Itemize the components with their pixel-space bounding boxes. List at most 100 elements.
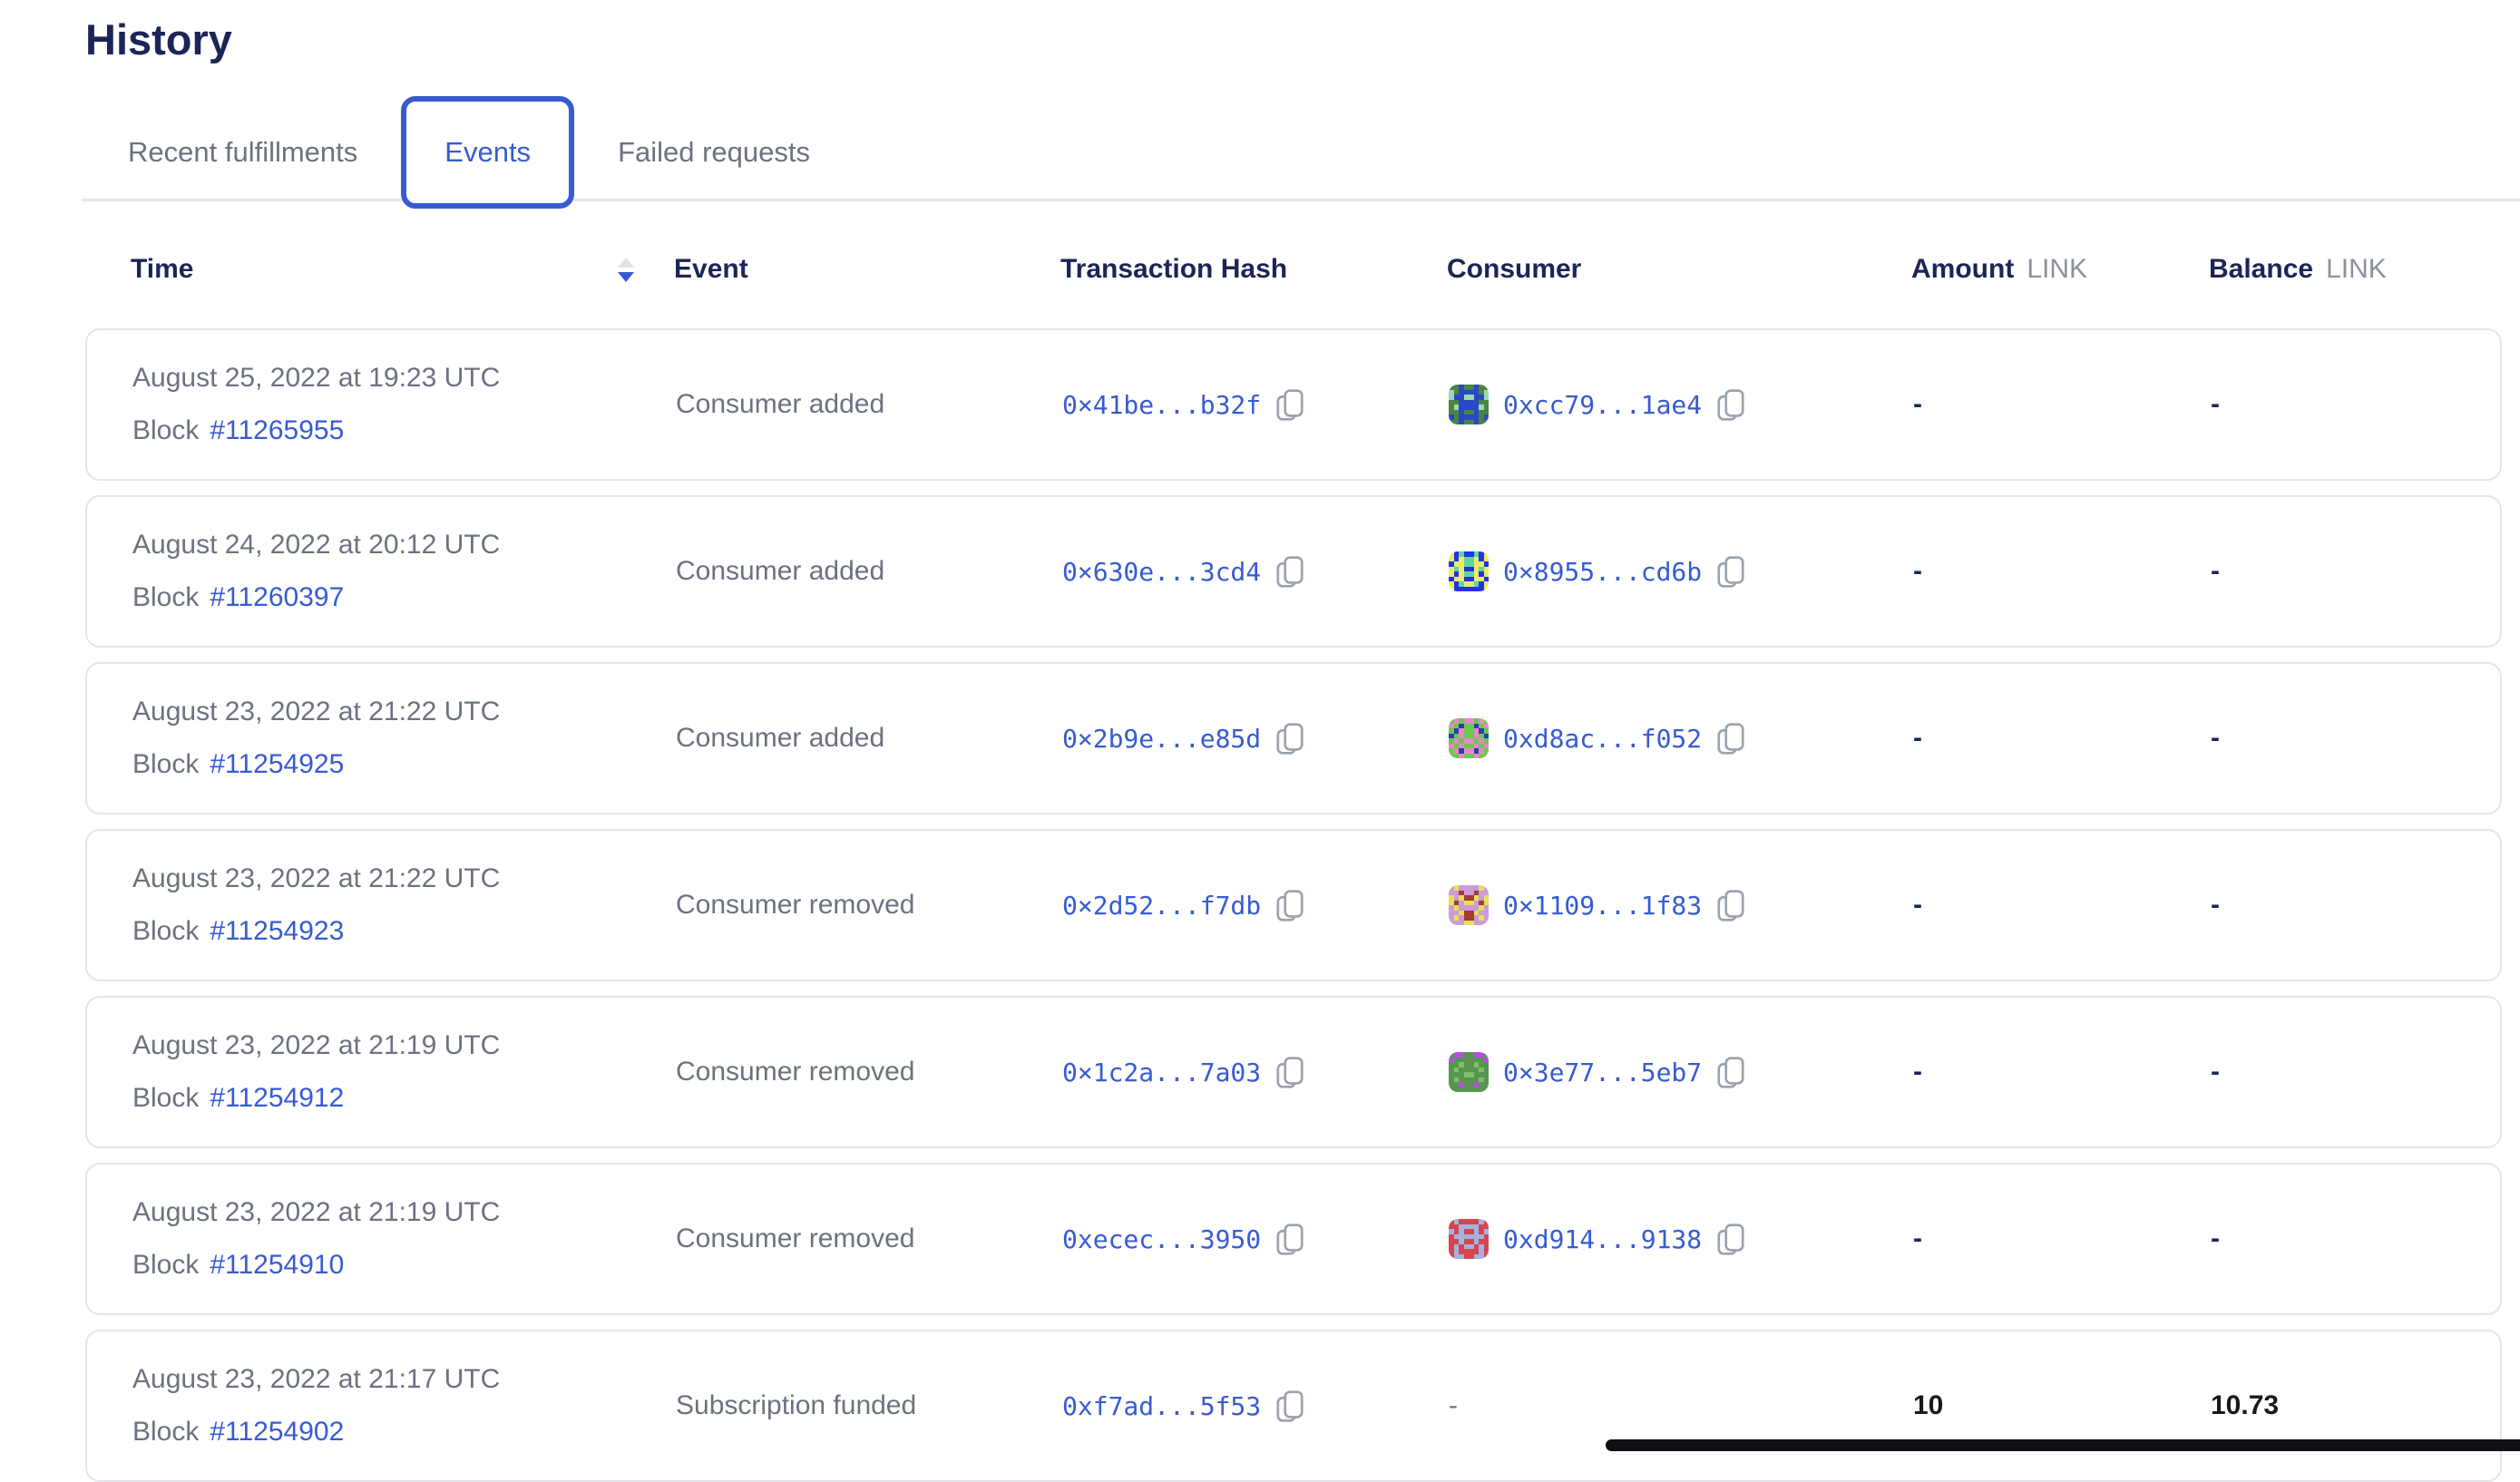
copy-icon <box>1276 1056 1304 1088</box>
time-cell: August 24, 2022 at 20:12 UTC Block #1126… <box>132 530 676 613</box>
time-cell: August 23, 2022 at 21:19 UTC Block #1125… <box>132 1030 676 1114</box>
copy-icon <box>1276 889 1304 921</box>
copy-icon <box>1717 1056 1744 1088</box>
block-number-link[interactable]: #11254925 <box>210 749 345 779</box>
sort-icon[interactable] <box>618 257 634 282</box>
table-row: August 23, 2022 at 21:22 UTC Block #1125… <box>85 829 2502 981</box>
copy-icon <box>1717 555 1744 588</box>
copy-consumer-address-button[interactable] <box>1716 889 1745 922</box>
consumer-address-link[interactable]: 0×3e77...5eb7 <box>1503 1057 1703 1087</box>
block-number-link[interactable]: #11254902 <box>210 1417 345 1447</box>
block-label: Block <box>132 415 200 445</box>
column-header-time[interactable]: Time <box>131 254 674 285</box>
block-line: Block #11254910 <box>132 1250 676 1281</box>
time-cell: August 23, 2022 at 21:19 UTC Block #1125… <box>132 1197 676 1281</box>
transaction-hash-link[interactable]: 0xf7ad...5f53 <box>1062 1390 1262 1421</box>
column-header-amount: Amount LINK <box>1911 254 2209 285</box>
transaction-hash-link[interactable]: 0×2d52...f7db <box>1062 890 1262 921</box>
copy-tx-hash-button[interactable] <box>1275 555 1304 589</box>
consumer-address-link[interactable]: 0×8955...cd6b <box>1503 556 1703 587</box>
consumer-avatar <box>1449 551 1489 591</box>
event-time: August 23, 2022 at 21:17 UTC <box>132 1364 501 1394</box>
event-rows: August 25, 2022 at 19:23 UTC Block #1126… <box>85 328 2520 1482</box>
consumer-cell: 0×3e77...5eb7 <box>1449 1052 1913 1092</box>
copy-icon <box>1276 555 1304 588</box>
consumer-address-link[interactable]: 0xcc79...1ae4 <box>1503 389 1703 420</box>
consumer-cell: 0×8955...cd6b <box>1449 551 1913 591</box>
transaction-hash-link[interactable]: 0×2b9e...e85d <box>1062 723 1262 754</box>
transaction-hash-link[interactable]: 0×41be...b32f <box>1062 389 1262 420</box>
amount-value: - <box>1913 556 1922 586</box>
event-type: Consumer removed <box>676 1224 915 1253</box>
transaction-hash-link[interactable]: 0×1c2a...7a03 <box>1062 1057 1262 1087</box>
tab-recent-fulfillments[interactable]: Recent fulfillments <box>128 136 358 168</box>
column-header-balance: Balance LINK <box>2209 254 2502 285</box>
balance-value: - <box>2211 723 2220 753</box>
horizontal-scrollbar-thumb[interactable] <box>1606 1439 2520 1451</box>
block-number-link[interactable]: #11265955 <box>210 415 345 445</box>
block-number-link[interactable]: #11254912 <box>210 1083 345 1113</box>
copy-consumer-address-button[interactable] <box>1716 722 1745 756</box>
tab-failed-requests[interactable]: Failed requests <box>618 136 811 168</box>
block-line: Block #11254912 <box>132 1083 676 1114</box>
column-header-time-label: Time <box>131 254 194 284</box>
amount-value: - <box>1913 890 1922 920</box>
copy-consumer-address-button[interactable] <box>1716 1223 1745 1256</box>
tab-list: Recent fulfillments Events Failed requests <box>128 94 2520 210</box>
event-type: Consumer added <box>676 556 885 586</box>
block-label: Block <box>132 916 200 946</box>
amount-unit-label: LINK <box>2027 254 2088 284</box>
consumer-address-link[interactable]: 0×1109...1f83 <box>1503 890 1703 921</box>
consumer-address-link[interactable]: 0xd914...9138 <box>1503 1224 1703 1254</box>
table-row: August 23, 2022 at 21:19 UTC Block #1125… <box>85 1163 2502 1315</box>
column-header-tx-hash-label: Transaction Hash <box>1060 254 1288 284</box>
transaction-hash-link[interactable]: 0xecec...3950 <box>1062 1224 1262 1254</box>
block-line: Block #11254902 <box>132 1417 676 1448</box>
transaction-hash-cell: 0xecec...3950 <box>1062 1223 1449 1256</box>
event-time: August 23, 2022 at 21:22 UTC <box>132 697 501 726</box>
table-header: Time Event Transaction Hash Consumer Amo… <box>85 210 2502 328</box>
event-time: August 23, 2022 at 21:19 UTC <box>132 1197 501 1227</box>
block-label: Block <box>132 1250 200 1280</box>
consumer-avatar <box>1449 1052 1489 1092</box>
consumer-avatar <box>1449 1219 1489 1259</box>
consumer-cell: 0xcc79...1ae4 <box>1449 385 1913 424</box>
tabs-bar: Recent fulfillments Events Failed requests <box>82 94 2520 210</box>
block-number-link[interactable]: #11254910 <box>210 1250 345 1280</box>
block-label: Block <box>132 749 200 779</box>
copy-icon <box>1276 1389 1304 1422</box>
copy-tx-hash-button[interactable] <box>1275 1389 1304 1423</box>
consumer-avatar <box>1449 385 1489 424</box>
tabs-divider <box>82 199 2520 201</box>
amount-value: - <box>1913 1224 1922 1253</box>
copy-tx-hash-button[interactable] <box>1275 1223 1304 1256</box>
tab-events[interactable]: Events <box>401 96 575 209</box>
column-header-consumer: Consumer <box>1447 254 1911 285</box>
time-cell: August 23, 2022 at 21:22 UTC Block #1125… <box>132 697 676 780</box>
consumer-cell: 0×1109...1f83 <box>1449 885 1913 925</box>
table-row: August 23, 2022 at 21:22 UTC Block #1125… <box>85 662 2502 814</box>
block-label: Block <box>132 582 200 612</box>
sort-arrow-down-icon <box>618 271 634 282</box>
copy-tx-hash-button[interactable] <box>1275 1056 1304 1089</box>
copy-tx-hash-button[interactable] <box>1275 388 1304 422</box>
event-type: Consumer removed <box>676 1057 915 1087</box>
copy-consumer-address-button[interactable] <box>1716 555 1745 589</box>
balance-value: - <box>2211 556 2220 586</box>
balance-value: 10.73 <box>2211 1390 2280 1420</box>
copy-tx-hash-button[interactable] <box>1275 889 1304 922</box>
column-header-event-label: Event <box>674 254 748 284</box>
block-number-link[interactable]: #11260397 <box>210 582 345 612</box>
transaction-hash-link[interactable]: 0×630e...3cd4 <box>1062 556 1262 587</box>
block-number-link[interactable]: #11254923 <box>210 916 345 946</box>
copy-tx-hash-button[interactable] <box>1275 722 1304 756</box>
sort-arrow-up-icon <box>618 257 634 268</box>
transaction-hash-cell: 0xf7ad...5f53 <box>1062 1389 1449 1423</box>
table-row: August 24, 2022 at 20:12 UTC Block #1126… <box>85 495 2502 648</box>
consumer-address-link[interactable]: 0xd8ac...f052 <box>1503 723 1703 754</box>
copy-consumer-address-button[interactable] <box>1716 1056 1745 1089</box>
copy-consumer-address-button[interactable] <box>1716 388 1745 422</box>
table-row: August 23, 2022 at 21:19 UTC Block #1125… <box>85 996 2502 1148</box>
copy-icon <box>1276 388 1304 421</box>
block-label: Block <box>132 1083 200 1113</box>
